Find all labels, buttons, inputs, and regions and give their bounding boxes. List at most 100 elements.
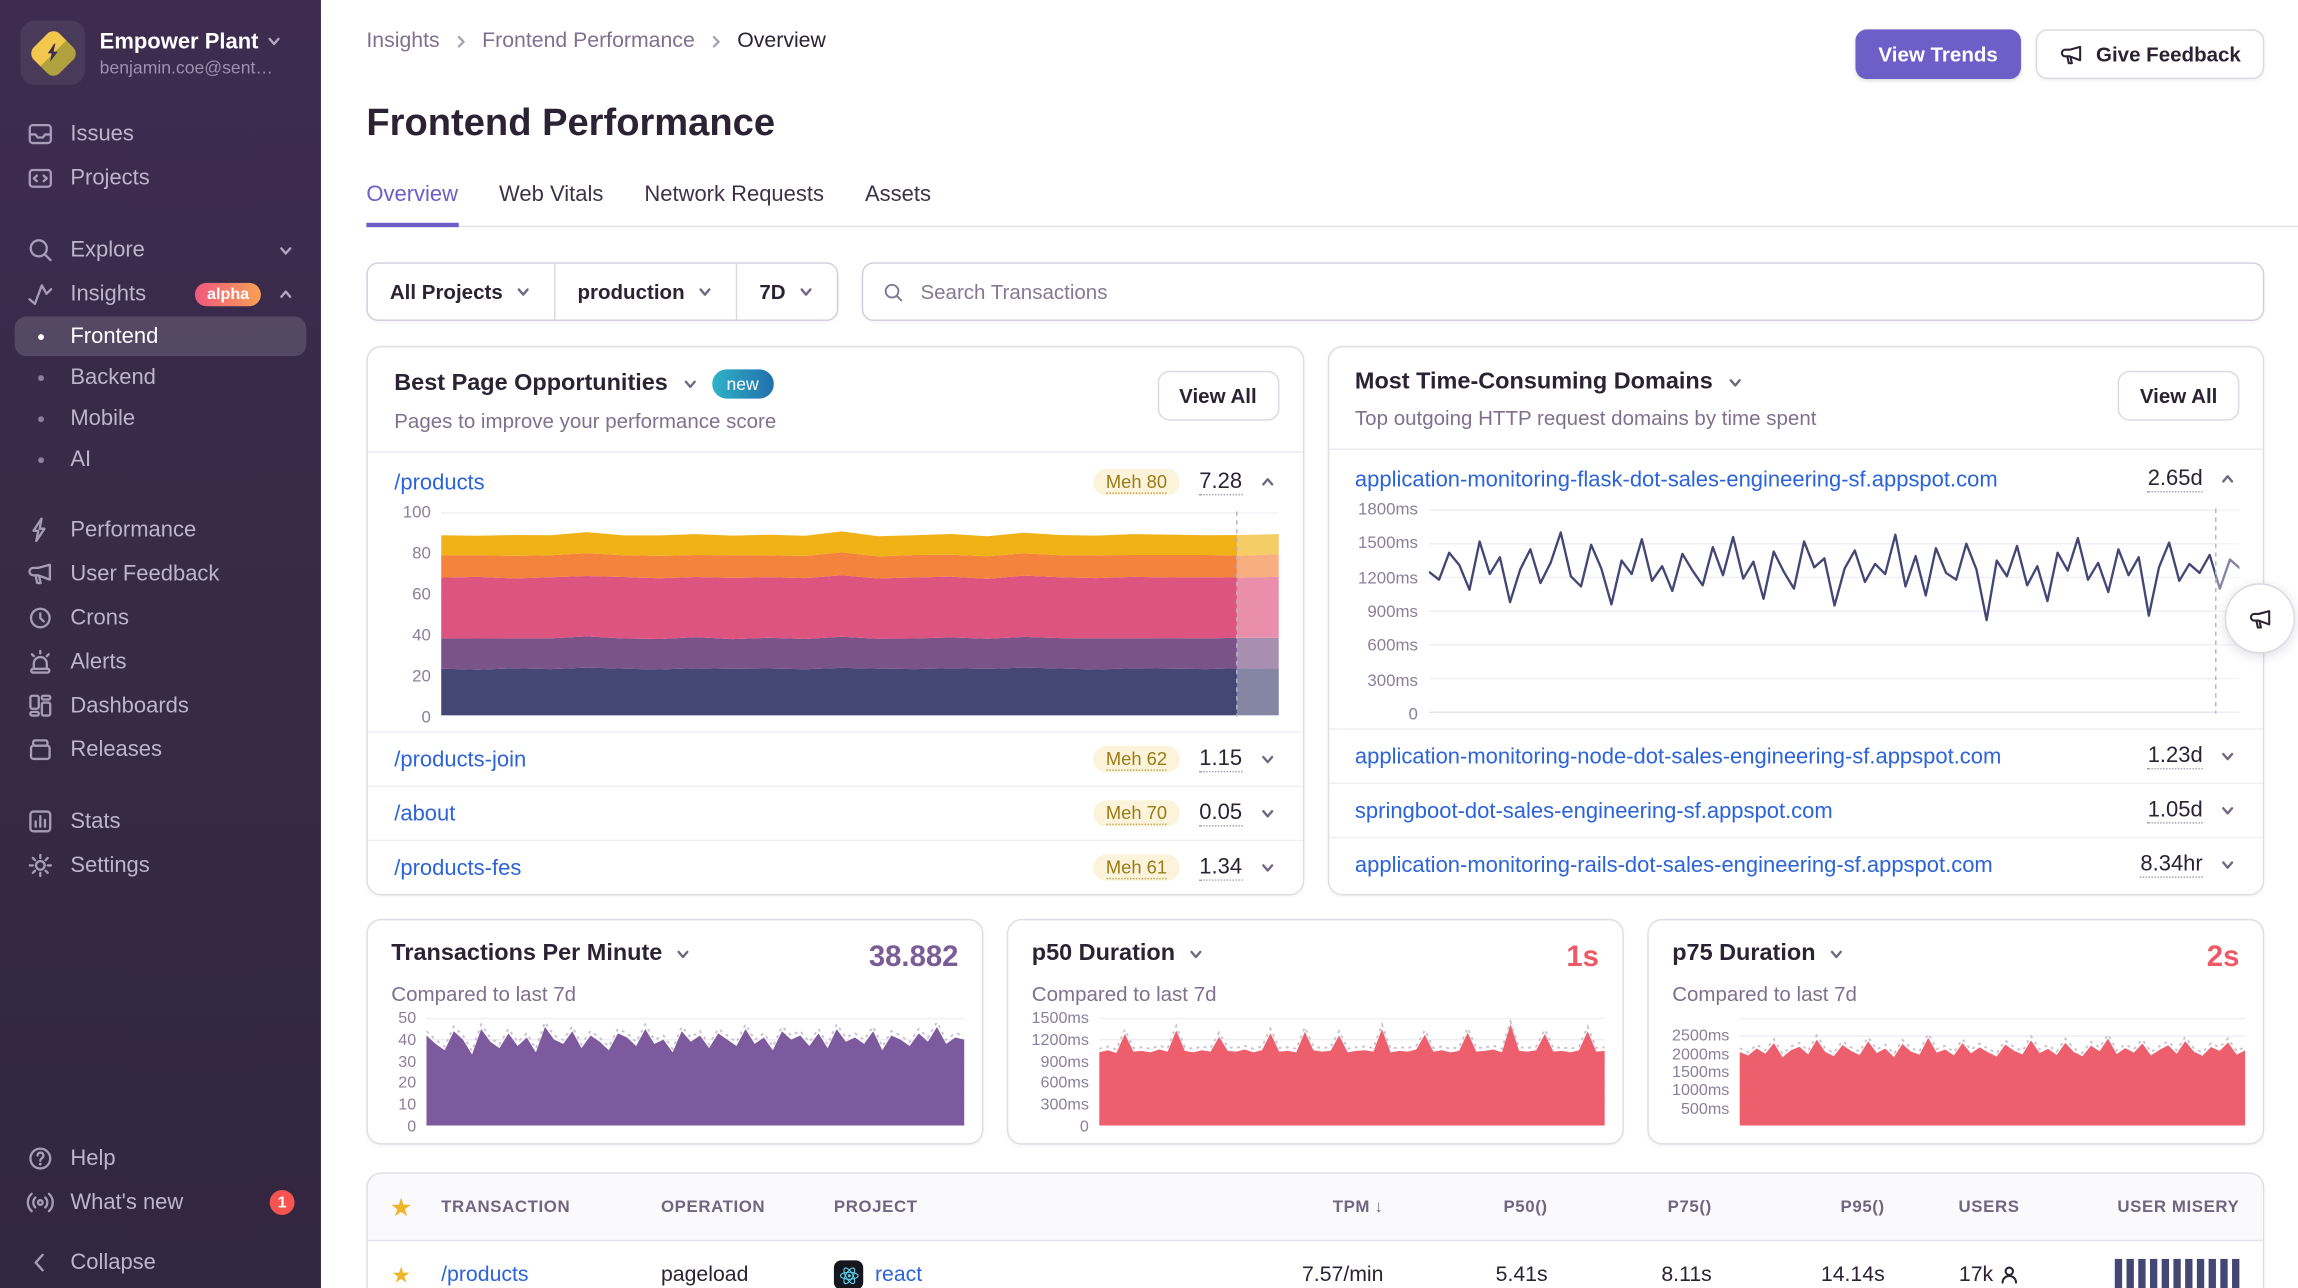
bullet-icon [26,374,54,381]
chevron-down-icon[interactable] [2219,856,2237,874]
tab-network-requests[interactable]: Network Requests [644,181,824,207]
sidebar-item-mobile[interactable]: Mobile [15,399,307,439]
transaction-link[interactable]: /about [394,800,456,826]
col-user-misery[interactable]: USER MISERY [2117,1198,2240,1216]
col-p50[interactable]: P50() [1503,1198,1548,1216]
sidebar-collapse-button[interactable]: Collapse [15,1241,307,1284]
col-operation[interactable]: OPERATION [660,1198,766,1216]
transaction-link[interactable]: /products [441,1263,529,1287]
col-p75[interactable]: P75() [1667,1198,1712,1216]
give-feedback-label: Give Feedback [2096,42,2241,66]
chevron-down-icon[interactable] [1258,805,1276,823]
sidebar-item-backend[interactable]: Backend [15,358,307,398]
bullet-icon [26,415,54,422]
chevron-down-icon[interactable] [681,375,699,393]
sidebar-item-explore[interactable]: Explore [15,229,307,272]
table-header-row: ★ TRANSACTION OPERATION PROJECT TPM ↓ P50… [367,1173,2263,1242]
search-input[interactable] [917,278,2244,305]
domain-time: 2.65d [2147,466,2203,493]
sidebar-item-alerts[interactable]: Alerts [15,640,307,683]
domain-link[interactable]: application-monitoring-flask-dot-sales-e… [1354,466,1998,492]
tab-assets[interactable]: Assets [865,181,931,207]
chevron-down-icon[interactable] [1187,945,1205,963]
opportunity-score: 0.05 [1199,800,1243,827]
sidebar-item-ai[interactable]: AI [15,440,307,480]
stat-value: 38.882 [868,940,959,974]
stat-value: 2s [2206,940,2240,974]
star-column-header[interactable]: ★ [391,1195,412,1221]
sidebar-item-help[interactable]: Help [15,1137,307,1180]
domain-link[interactable]: springboot-dot-sales-engineering-sf.apps… [1354,797,1833,823]
page-score-chart: 100 80 60 40 20 0 [368,504,1302,732]
breadcrumb-frontend-performance[interactable]: Frontend Performance [482,29,695,53]
y-axis-labels: 100 80 60 40 20 0 [402,504,431,727]
chevron-down-icon [699,288,711,296]
sidebar-item-crons[interactable]: Crons [15,596,307,639]
chevron-down-icon[interactable] [1258,750,1276,768]
p50-area-chart [1099,1017,1605,1126]
col-users[interactable]: USERS [1958,1198,2020,1216]
tab-overview[interactable]: Overview [366,182,459,228]
opportunity-row: /about Meh 70 0.05 [367,785,1303,840]
sidebar-item-whats-new[interactable]: What's new 1 [15,1181,307,1224]
breadcrumb-overview: Overview [737,29,826,53]
col-transaction[interactable]: TRANSACTION [441,1198,571,1216]
new-badge: new [711,369,774,399]
chevron-down-icon [800,288,812,296]
col-p95[interactable]: P95() [1840,1198,1885,1216]
tab-web-vitals[interactable]: Web Vitals [499,181,604,207]
transaction-link[interactable]: /products-fes [394,855,522,881]
score-grade-badge: Meh 80 [1092,468,1181,496]
sidebar-item-stats[interactable]: Stats [15,800,307,843]
give-feedback-button[interactable]: Give Feedback [2035,29,2265,80]
view-all-button[interactable]: View All [2117,370,2240,421]
view-all-button[interactable]: View All [1157,370,1279,421]
sidebar-item-releases[interactable]: Releases [15,728,307,771]
sidebar-item-frontend[interactable]: Frontend [14,316,307,357]
sidebar-item-insights[interactable]: Insights alpha [15,273,307,316]
chevron-down-icon[interactable] [1726,374,1744,392]
view-trends-button[interactable]: View Trends [1854,29,2022,80]
transaction-link[interactable]: /products-join [394,746,527,772]
score-grade-badge: Meh 62 [1092,745,1181,773]
sidebar-item-dashboards[interactable]: Dashboards [15,684,307,727]
floating-feedback-button[interactable] [2224,583,2296,654]
issues-icon [28,123,52,145]
domain-link[interactable]: application-monitoring-node-dot-sales-en… [1354,743,2002,769]
project-link[interactable]: react [874,1263,923,1287]
sidebar-item-performance[interactable]: Performance [15,509,307,552]
sidebar-item-user-feedback[interactable]: User Feedback [15,553,307,596]
chevron-down-icon[interactable] [2219,747,2237,765]
p75-area-chart [1739,1017,2246,1126]
sidebar-item-issues[interactable]: Issues [15,113,307,156]
star-icon[interactable]: ★ [391,1263,412,1288]
breadcrumb-insights[interactable]: Insights [366,29,440,53]
y-axis-labels: 1800ms 1500ms 1200ms 900ms 600ms 300ms 0 [1357,501,1418,724]
date-range-dropdown[interactable]: 7D [737,264,837,320]
y-axis-labels: 2500ms 2000ms 1500ms 1000ms 500ms [1671,1027,1730,1118]
p50-cell: 5.41s [1495,1263,1548,1287]
card-title: Most Time-Consuming Domains [1354,369,1713,395]
opportunity-row: /products-fes Meh 61 1.34 [367,839,1303,894]
megaphone-icon [28,563,52,585]
chevron-down-icon[interactable] [1827,945,1845,963]
search-bar [861,262,2265,321]
org-name: Empower Plant [99,28,259,54]
sidebar-item-settings[interactable]: Settings [15,844,307,887]
card-subtitle: Pages to improve your performance score [394,408,777,433]
chevron-down-icon[interactable] [674,945,692,963]
chevron-down-icon[interactable] [2219,802,2237,820]
transaction-link[interactable]: /products [394,469,485,495]
sidebar-item-projects[interactable]: Projects [15,157,307,200]
environment-dropdown[interactable]: production [555,263,738,320]
operation-cell: pageload [660,1263,749,1287]
time-consuming-domains-card: Most Time-Consuming Domains Top outgoing… [1327,345,2265,896]
org-switcher[interactable]: Empower Plant benjamin.coe@sent… [0,0,321,100]
projects-dropdown[interactable]: All Projects [368,263,556,320]
chevron-down-icon[interactable] [1258,859,1276,877]
domain-link[interactable]: application-monitoring-rails-dot-sales-e… [1354,852,1993,878]
col-project[interactable]: PROJECT [833,1198,918,1216]
col-tpm[interactable]: TPM ↓ [1332,1198,1384,1216]
chevron-up-icon[interactable] [1258,473,1276,491]
chevron-up-icon[interactable] [2219,470,2237,488]
